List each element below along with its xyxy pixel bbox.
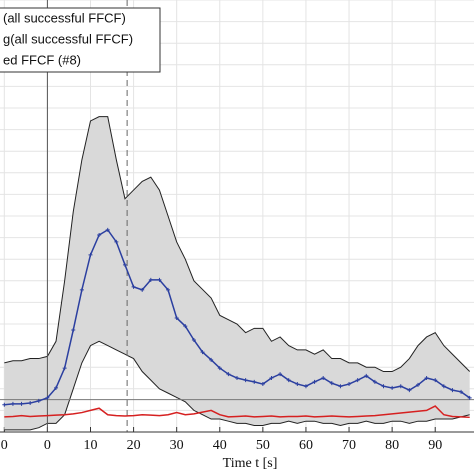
marker	[10, 401, 15, 406]
marker	[252, 379, 257, 384]
x-tick-label: 20	[127, 438, 141, 453]
x-tick-label: 40	[213, 438, 227, 453]
marker	[390, 385, 395, 390]
x-tick-label: 50	[256, 438, 270, 453]
marker	[226, 372, 231, 377]
marker	[303, 384, 308, 389]
marker	[338, 384, 343, 389]
marker	[28, 401, 33, 406]
line	[4, 340, 470, 431]
marker	[424, 376, 429, 380]
x-tick-label: 30	[170, 438, 184, 453]
marker	[235, 376, 239, 380]
x-tick-label: 90	[428, 438, 442, 453]
marker	[433, 378, 438, 383]
marker	[364, 373, 369, 378]
marker	[140, 287, 145, 292]
x-tick-label: 60	[299, 438, 313, 453]
marker	[183, 324, 188, 329]
marker	[62, 366, 67, 371]
band	[4, 116, 470, 430]
marker	[243, 378, 248, 383]
x-tick-label: 70	[342, 438, 356, 453]
marker	[71, 328, 76, 333]
marker	[441, 384, 446, 389]
marker	[174, 315, 179, 320]
marker	[355, 378, 360, 383]
x-tick-label: 0	[44, 438, 51, 453]
marker	[114, 239, 119, 244]
marker	[260, 382, 265, 387]
marker	[372, 379, 377, 384]
marker	[45, 395, 50, 400]
x-axis-label: Time t [s]	[223, 456, 278, 471]
marker	[54, 385, 59, 390]
marker	[19, 401, 24, 406]
marker	[312, 379, 317, 384]
legend-box	[0, 7, 161, 73]
marker	[148, 277, 153, 282]
marker	[157, 277, 162, 282]
x-tick-label: 0	[1, 438, 8, 453]
marker	[2, 402, 7, 407]
marker	[329, 381, 334, 386]
marker	[286, 378, 291, 383]
marker	[97, 233, 102, 238]
line	[4, 405, 470, 419]
marker	[467, 395, 472, 400]
x-tick-label: 80	[385, 438, 399, 453]
marker	[131, 284, 136, 289]
marker	[36, 398, 41, 403]
marker	[88, 252, 93, 257]
marker	[166, 287, 171, 292]
marker	[407, 388, 412, 393]
marker	[79, 287, 84, 292]
marker	[450, 388, 455, 393]
marker	[209, 357, 214, 362]
marker	[415, 382, 420, 387]
marker	[381, 384, 386, 389]
marker	[105, 227, 110, 232]
marker	[217, 366, 222, 371]
marker	[191, 337, 196, 342]
marker	[321, 376, 326, 380]
marker	[347, 382, 352, 387]
marker	[278, 372, 283, 377]
marker	[398, 384, 403, 389]
line	[4, 116, 471, 373]
legend-label: (all successful FFCF)	[3, 10, 126, 25]
marker	[295, 382, 300, 387]
x-tick-label: 10	[83, 438, 97, 453]
marker	[200, 350, 205, 355]
marker	[122, 262, 127, 267]
marker	[269, 376, 274, 380]
marker	[459, 389, 464, 394]
legend-label: ed FFCF (#8)	[3, 52, 81, 67]
legend-label: g(all successful FFCF)	[3, 31, 133, 46]
